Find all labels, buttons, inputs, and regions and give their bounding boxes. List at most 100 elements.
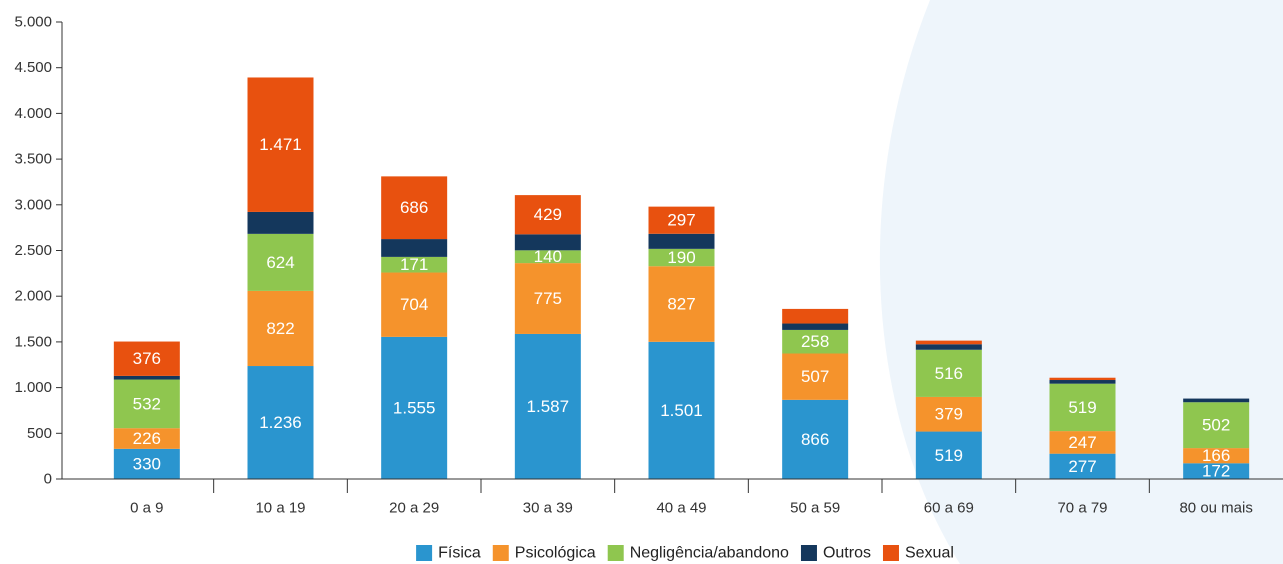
bar-segment	[514, 234, 581, 251]
y-tick-label: 4.000	[14, 105, 52, 122]
bar-segment	[648, 266, 715, 342]
data-label: 1.555	[393, 398, 436, 417]
data-label: 624	[266, 253, 294, 272]
y-tick-label: 1.000	[14, 379, 52, 396]
bar-segment	[782, 323, 849, 330]
bar-segment	[514, 263, 581, 334]
data-label: 704	[400, 295, 428, 314]
bar-segment	[915, 344, 982, 350]
bar-segment	[915, 396, 982, 432]
data-label: 1.236	[259, 413, 302, 432]
legend-label: Sexual	[905, 545, 954, 562]
x-axis: 0 a 9 10 a 19 20 a 29 30 a 39 40 a 49 50 a 59…	[62, 478, 1283, 517]
bar-segment	[1049, 383, 1116, 432]
bar-segment	[782, 353, 849, 400]
data-label: 171	[400, 255, 428, 274]
data-label: 827	[667, 295, 695, 314]
x-tick-label: 30 a 39	[523, 500, 573, 517]
bar-segment	[247, 211, 314, 234]
data-label: 519	[935, 446, 963, 465]
data-label: 277	[1068, 457, 1096, 476]
y-tick-label: 4.500	[14, 59, 52, 76]
bar-segment	[113, 448, 180, 479]
x-tick-label: 20 a 29	[389, 500, 439, 517]
data-label: 686	[400, 198, 428, 217]
data-label: 775	[534, 289, 562, 308]
data-label: 1.587	[527, 397, 570, 416]
bar-segment	[1049, 431, 1116, 454]
data-label: 376	[133, 349, 161, 368]
y-tick-label: 1.500	[14, 333, 52, 350]
bars-area: 330 226 532 376 1.236 822 624 1.471 1.555 704 171 6…	[113, 77, 1250, 481]
data-label: 1.501	[660, 401, 703, 420]
bar-segment	[514, 333, 581, 479]
bar-segment	[915, 340, 982, 345]
x-tick-label: 70 a 79	[1057, 500, 1107, 517]
y-tick-label: 5.000	[14, 14, 52, 31]
y-tick-label: 500	[27, 425, 52, 442]
x-tick-label: 0 a 9	[130, 500, 163, 517]
legend-swatch	[607, 545, 624, 561]
data-label: 516	[935, 364, 963, 383]
data-label: 297	[667, 211, 695, 230]
data-label: 507	[801, 367, 829, 386]
x-tick-label: 40 a 49	[656, 500, 706, 517]
legend-label: Outros	[823, 545, 871, 562]
data-label: 519	[1068, 398, 1096, 417]
data-label: 258	[801, 332, 829, 351]
y-tick-label: 3.000	[14, 196, 52, 213]
data-label: 166	[1202, 446, 1230, 465]
y-tick-label: 2.500	[14, 242, 52, 259]
bar-segment	[915, 349, 982, 397]
data-label: 532	[133, 394, 161, 413]
y-axis: 0 500 1.000 1.500 2.000 2.500 3.000 3.500 4.000 4…	[14, 14, 63, 488]
data-label: 379	[935, 405, 963, 424]
legend-swatch	[416, 545, 433, 561]
bar-segment	[247, 233, 314, 291]
legend: Física Psicológica Negligência/abandono Out…	[416, 545, 954, 562]
legend-swatch	[882, 545, 899, 561]
x-tick-label: 60 a 69	[924, 500, 974, 517]
bar-segment	[648, 233, 715, 249]
data-label: 140	[534, 247, 562, 266]
legend-label: Negligência/abandono	[630, 545, 789, 562]
x-tick-label: 50 a 59	[790, 500, 840, 517]
bar-segment	[113, 375, 180, 380]
bar-segment	[1183, 402, 1250, 449]
bar-segment	[1049, 377, 1116, 381]
data-label: 866	[801, 430, 829, 449]
data-label: 247	[1068, 433, 1096, 452]
x-tick-label: 10 a 19	[255, 500, 305, 517]
bar-segment	[1049, 453, 1116, 479]
bar-segment	[113, 341, 180, 376]
bar-segment	[782, 399, 849, 479]
data-label: 1.471	[259, 135, 302, 154]
bar-segment	[381, 176, 448, 240]
bar-segment	[247, 366, 314, 479]
legend-swatch	[492, 545, 509, 561]
data-label: 172	[1202, 462, 1230, 481]
bar-segment	[381, 256, 448, 273]
data-label: 429	[534, 205, 562, 224]
bar-segment	[381, 336, 448, 479]
bar-segment	[113, 428, 180, 449]
bar-segment	[648, 206, 715, 234]
data-label: 502	[1202, 416, 1230, 435]
bar-segment	[1183, 398, 1250, 403]
bar-segment	[381, 239, 448, 257]
bar-segment	[1183, 463, 1250, 479]
data-label: 822	[266, 319, 294, 338]
bar-segment	[1049, 380, 1116, 384]
x-tick-label: 80 ou mais	[1179, 500, 1252, 517]
bar-segment	[782, 329, 849, 354]
legend-label: Psicológica	[515, 545, 596, 562]
bar-segment	[1183, 448, 1250, 464]
bar-segment	[247, 290, 314, 367]
y-tick-label: 2.000	[14, 288, 52, 305]
bar-segment	[113, 379, 180, 429]
y-tick-label: 0	[44, 471, 52, 488]
y-tick-label: 3.500	[14, 151, 52, 168]
data-label: 330	[133, 454, 161, 473]
bar-segment	[648, 248, 715, 267]
